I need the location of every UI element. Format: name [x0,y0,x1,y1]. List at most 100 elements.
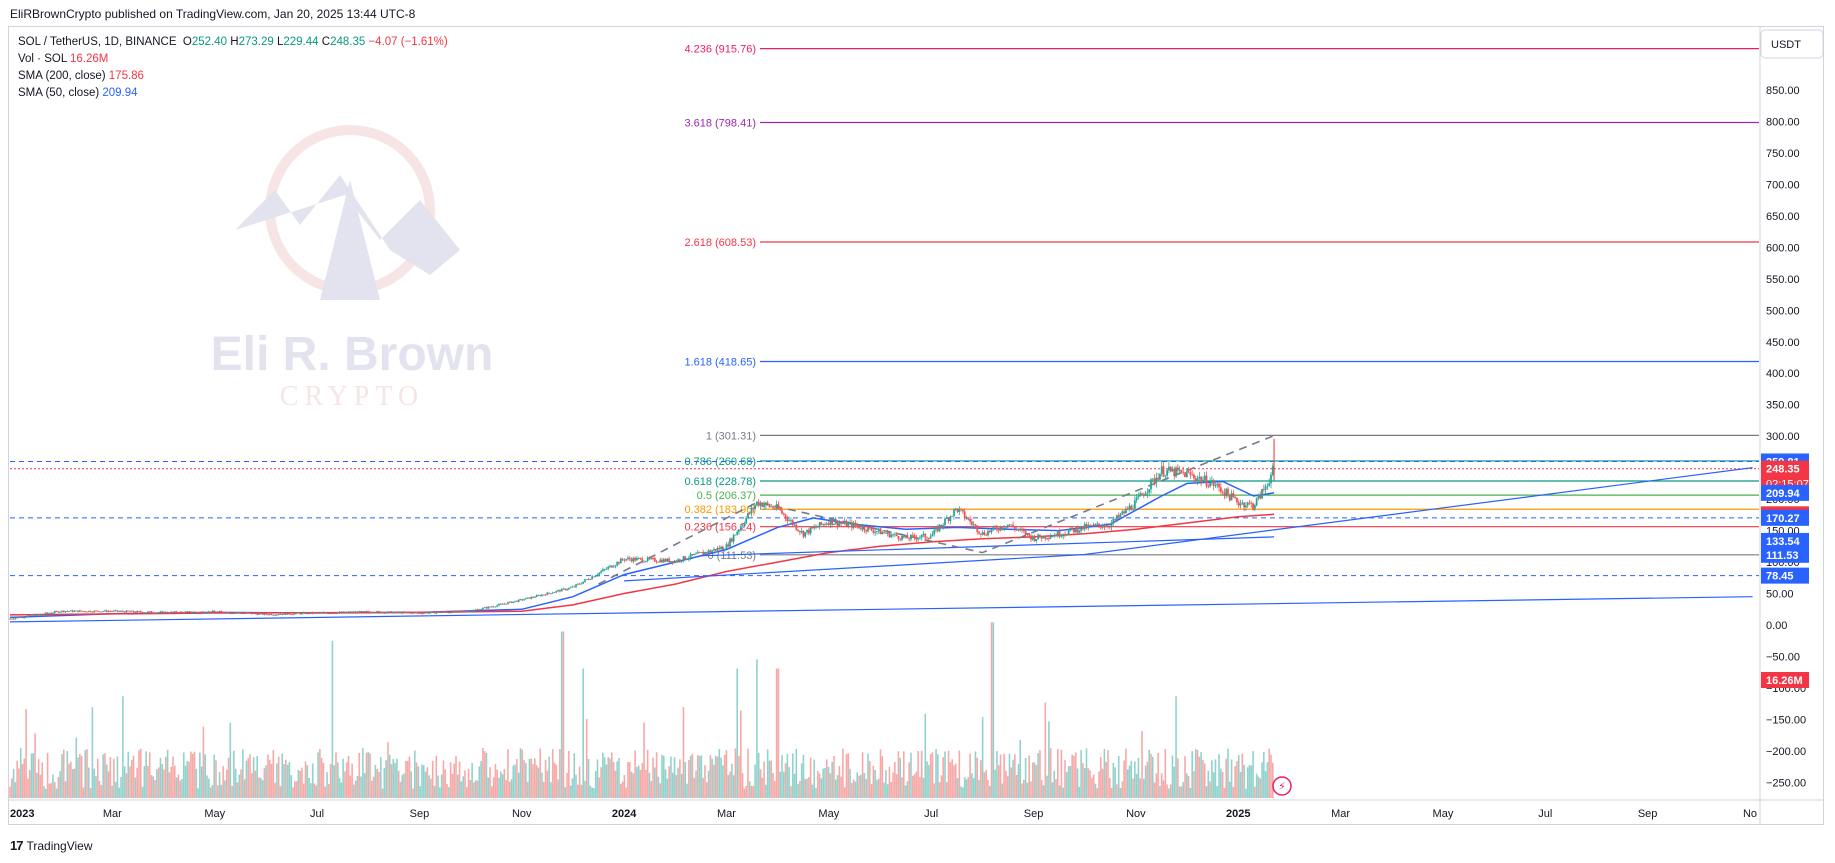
candle-body [818,522,821,527]
legend-sma50-row[interactable]: SMA (50, close) 209.94 [18,85,448,102]
volume-bar [1212,772,1215,798]
volume-bar [603,757,606,798]
volume-bar [378,772,380,798]
candle-body [1012,524,1014,528]
series-line[interactable] [9,480,1275,619]
candle-body [412,612,414,614]
volume-bar [1178,786,1181,798]
volume-bar [972,778,975,798]
candle-body [283,613,285,615]
candle-body [340,611,343,613]
volume-bar [388,754,391,798]
candle-body [1071,527,1074,530]
series-line[interactable] [624,467,1753,582]
volume-bar [383,768,386,798]
footer[interactable]: 17 TradingView [10,838,93,853]
lightning-icon[interactable] [1272,776,1292,796]
price-tag[interactable] [1761,532,1809,549]
volume-bar [1035,765,1038,798]
volume-bar [1209,781,1211,798]
volume-bar [1205,786,1208,798]
price-tag[interactable] [1761,546,1809,563]
candle-body [562,588,565,590]
legend-symbol[interactable]: SOL / TetherUS, 1D, BINANCE [18,36,177,48]
volume-bar [772,772,774,798]
volume-bar [915,771,918,798]
volume-bar [36,772,38,798]
candle-body [551,592,554,594]
candle-body [834,520,837,524]
candle-body [725,544,728,550]
legend-volume-row[interactable]: Vol · SOL 16.26M [18,51,448,68]
candle-body [453,610,456,612]
candle-body [988,530,991,532]
volume-bar [978,779,980,798]
candle-body [93,610,96,613]
currency-box[interactable] [1760,29,1824,59]
candle-body [849,522,851,524]
y-axis[interactable]: USDT 850.00800.00750.00700.00650.00600.0… [1759,26,1824,825]
series-line[interactable] [9,513,1275,616]
candle-body [130,610,133,612]
candle-body [59,611,62,613]
candle-body [757,501,760,506]
volume-bar [1057,748,1059,798]
alert-button[interactable]: ⚡ [1272,776,1292,796]
volume-bar [218,772,221,798]
volume-bar [363,773,366,798]
candle-body [356,611,359,613]
x-axis[interactable]: 2023 Mar May Jul Sep Nov 2024 Mar May Jul Sep Nov 20… [8,799,1823,820]
candle-body [274,614,276,616]
legend-sma200-row[interactable]: SMA (200, close) 175.86 [18,68,448,85]
volume-bar [697,755,699,798]
volume-bar [677,767,679,798]
price-tag[interactable] [1761,509,1809,526]
candle-body [1094,524,1097,526]
candle-body [981,532,984,535]
candle-body [23,617,26,619]
legend-vol-label: Vol · SOL [18,53,67,65]
y-tick-label: 400.00 [1766,368,1800,380]
series-line[interactable] [9,596,1753,623]
volume-bar [286,764,289,798]
candle-body [919,537,921,539]
candle-body [344,611,346,613]
volume-bar [720,757,722,798]
volume-bar [120,777,122,798]
candle-body [641,558,644,562]
candle-body [535,595,538,598]
candle-body [1069,527,1072,531]
volume-bar [55,788,58,798]
candle-body [1055,534,1057,537]
volume-bar [114,781,117,798]
volume-bar [510,779,513,798]
volume-bar [757,752,760,798]
volume-bar [632,773,635,798]
series-line[interactable] [700,536,1275,557]
volume-bar [482,748,484,798]
volume-bar [589,785,592,798]
volume-bar [1039,750,1041,798]
candle-body [634,557,637,561]
volume-bar [431,760,434,798]
volume-bar [496,769,498,798]
candle-body [68,611,71,613]
volume-bar [39,774,42,798]
candle-body [1214,485,1217,487]
price-tag[interactable] [1761,484,1809,501]
candle-body [311,612,314,614]
volume-bar [206,775,208,798]
candle-body [992,526,995,530]
volume-tag[interactable] [1761,672,1809,688]
volume-bar [575,774,577,798]
volume-bar [177,774,180,798]
price-tag[interactable] [1761,567,1809,584]
series-line[interactable] [598,434,1275,585]
candle-body [198,611,201,613]
candle-body [1121,511,1124,515]
candle-body [727,544,730,547]
candle-body [275,614,278,616]
volume-bar [170,766,173,798]
candle-body [1164,475,1167,477]
